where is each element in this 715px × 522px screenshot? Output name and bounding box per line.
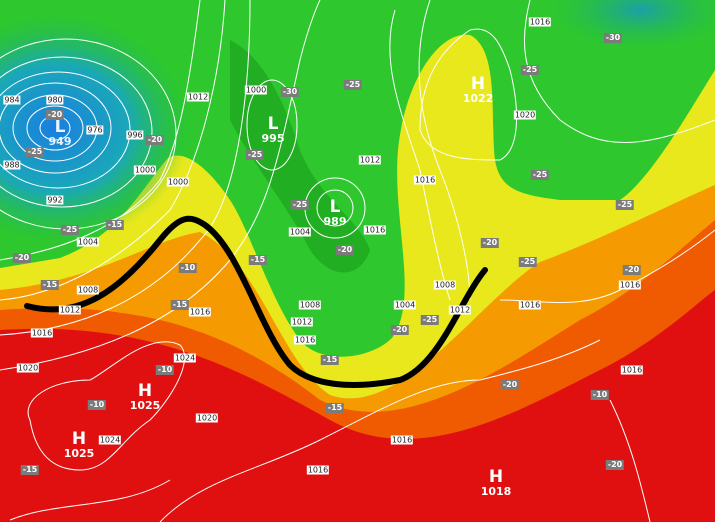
isobar-label: 1008 [76,285,100,295]
low-symbol: L [267,114,279,134]
temperature-label: -15 [320,355,340,365]
temperature-label: -25 [520,65,540,75]
isobar-label: 1000 [133,165,157,175]
temperature-label: -25 [530,170,550,180]
high-symbol: H [71,429,87,449]
isobar-label: 1016 [620,365,644,375]
pressure-value: 1025 [63,447,95,460]
high-pressure-center: H 1025 [129,381,161,412]
temperature-label: -20 [145,135,165,145]
isobar-label: 1012 [186,92,210,102]
isobar-label: 1024 [173,353,197,363]
temperature-label: -30 [603,33,623,43]
temperature-label: -10 [155,365,175,375]
temperature-label: -25 [518,257,538,267]
isobar-label: 1004 [288,227,312,237]
isobar-label: 1016 [293,335,317,345]
pressure-value: 949 [48,135,72,148]
temperature-label: -25 [25,147,45,157]
temperature-label: -15 [248,255,268,265]
isobar-label: 1016 [528,17,552,27]
high-pressure-center: H 1022 [462,74,494,105]
temperature-label: -25 [343,80,363,90]
isobar-label: 1008 [433,280,457,290]
temperature-label: -10 [178,263,198,273]
isobar-label: 1012 [358,155,382,165]
temperature-label: -25 [60,225,80,235]
isobar-label: 1016 [188,307,212,317]
isobar-label: 1020 [195,413,219,423]
low-symbol: L [54,117,66,137]
isobar-label: 1004 [393,300,417,310]
temperature-label: -20 [500,380,520,390]
temperature-label: -30 [280,87,300,97]
temperature-label: -10 [87,400,107,410]
isobar-label: 988 [3,160,21,170]
high-symbol: H [488,467,504,487]
isobar-label: 1016 [618,280,642,290]
low-pressure-center: L 949 [48,117,72,148]
high-pressure-center: H 1018 [480,467,512,498]
isobar-label: 1016 [306,465,330,475]
isobar-label: 1020 [513,110,537,120]
temperature-label: -15 [40,280,60,290]
temperature-label: -25 [245,150,265,160]
isobar-label: 1004 [76,237,100,247]
northeast-cold-shading [550,0,715,50]
low-symbol: L [329,197,341,217]
pressure-value: 1022 [462,92,494,105]
temperature-label: -25 [615,200,635,210]
temperature-label: -15 [20,465,40,475]
isobar-label: 1008 [298,300,322,310]
isobar-label: 984 [3,95,21,105]
isobar-label: 1016 [30,328,54,338]
temperature-label: -15 [105,220,125,230]
isobar-label: 1016 [390,435,414,445]
temperature-label: -20 [622,265,642,275]
temperature-label: -20 [12,253,32,263]
isobar-label: 1016 [413,175,437,185]
low-pressure-center: L 995 [261,114,285,145]
isobar-label: 980 [46,95,64,105]
pressure-value: 989 [323,215,347,228]
isobar-label: 976 [86,125,104,135]
temperature-label: -20 [335,245,355,255]
isobar-label: 996 [126,130,144,140]
isobar-label: 1012 [290,317,314,327]
isobar-label: 1020 [16,363,40,373]
temperature-label: -25 [290,200,310,210]
trough-axis-line [24,215,488,388]
high-symbol: H [137,381,153,401]
pressure-value: 1025 [129,399,161,412]
isobar-label: 1000 [244,85,268,95]
temperature-label: -15 [170,300,190,310]
isobar-label: 1016 [363,225,387,235]
high-symbol: H [470,74,486,94]
temperature-label: -15 [325,403,345,413]
pressure-value: 1018 [480,485,512,498]
temperature-label: -20 [605,460,625,470]
temperature-label: -20 [480,238,500,248]
temperature-label: -25 [420,315,440,325]
low-pressure-center: L 989 [323,197,347,228]
isobar-label: 1012 [58,305,82,315]
temperature-label: -20 [390,325,410,335]
temperature-label: -10 [590,390,610,400]
isobar-label: 1016 [518,300,542,310]
high-pressure-center: H 1025 [63,429,95,460]
isobar-label: 1024 [98,435,122,445]
pressure-value: 995 [261,132,285,145]
field-green-dark [230,40,370,273]
isobar-label: 1000 [166,177,190,187]
isobar-label: 1012 [448,305,472,315]
temperature-label: -20 [45,110,65,120]
isobar-label: 992 [46,195,64,205]
